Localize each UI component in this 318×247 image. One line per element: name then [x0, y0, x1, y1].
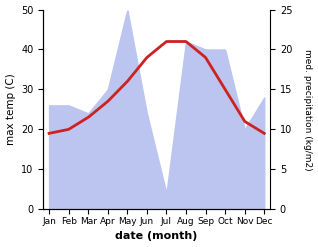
Y-axis label: max temp (C): max temp (C)	[5, 74, 16, 145]
Y-axis label: med. precipitation (kg/m2): med. precipitation (kg/m2)	[303, 49, 313, 170]
X-axis label: date (month): date (month)	[115, 231, 198, 242]
